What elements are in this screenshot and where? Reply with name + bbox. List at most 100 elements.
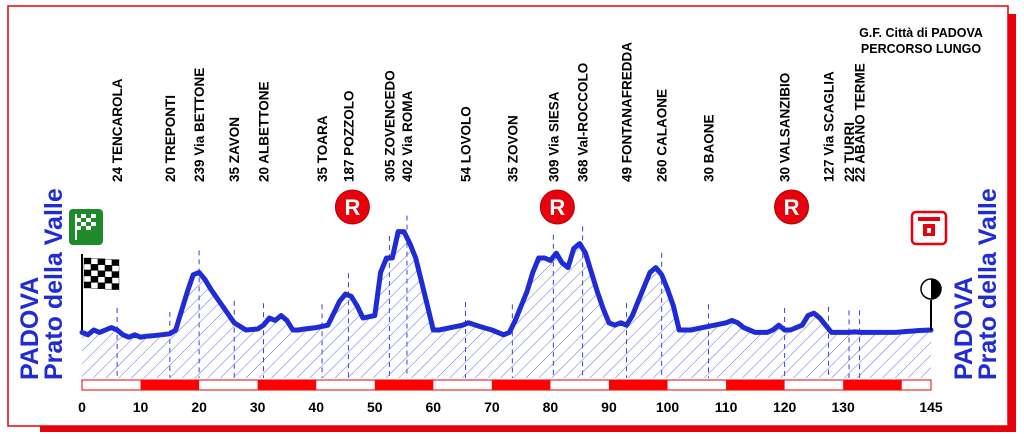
location-label-text: 35 TOARA xyxy=(315,115,330,182)
checker-square xyxy=(111,271,120,278)
checker-square xyxy=(104,271,113,278)
location-label: 187 POZZOLO xyxy=(341,90,356,182)
location-label: 127 Via SCAGLIA xyxy=(822,71,837,182)
location-label-text: 22 ABANO TERME xyxy=(853,63,868,182)
checker-square xyxy=(83,275,92,283)
location-label-text: 54 LOVOLO xyxy=(459,106,474,182)
refreshment-circle xyxy=(334,189,370,225)
checker-square xyxy=(83,263,92,271)
checker-square xyxy=(104,265,113,272)
location-label: 35 ZAVON xyxy=(227,117,242,182)
left-location-label: PADOVA xyxy=(16,277,44,380)
x-tick-label: 40 xyxy=(308,399,324,415)
checker-square xyxy=(104,277,113,284)
location-label: 20 TREPONTI xyxy=(163,95,178,182)
right-label-city: PADOVA xyxy=(950,277,978,380)
elevation-area xyxy=(82,231,931,378)
location-label-text: 402 Via ROMA xyxy=(400,90,415,182)
checker-square xyxy=(90,282,99,289)
elevation-line xyxy=(79,229,934,340)
right-location-label: PADOVA xyxy=(950,277,978,380)
x-tick-label: 80 xyxy=(543,399,559,415)
checker-square xyxy=(111,283,120,290)
x-tick-label: 30 xyxy=(250,399,266,415)
location-label: 24 TENCAROLA xyxy=(110,78,125,182)
start-sign-icon xyxy=(69,209,103,245)
x-tick-label: 90 xyxy=(601,399,617,415)
location-label: 305 ZOVENCEDO xyxy=(382,70,397,182)
location-label-text: 127 Via SCAGLIA xyxy=(822,71,837,182)
checker-square xyxy=(83,281,92,289)
x-tick-label: 20 xyxy=(191,399,207,415)
x-tick-label: 70 xyxy=(484,399,500,415)
checker-square xyxy=(97,258,106,265)
location-label: 30 VALSANZIBIO xyxy=(778,73,793,182)
location-label-text: 35 ZOVON xyxy=(505,115,520,182)
left-label-city: PADOVA xyxy=(16,277,44,380)
location-label: 22 ABANO TERME xyxy=(853,63,868,182)
location-label-text: 30 VALSANZIBIO xyxy=(778,73,793,182)
checker-square xyxy=(111,259,120,266)
left-label-place: Prato della Valle xyxy=(40,188,68,380)
scale-bar-segment xyxy=(374,380,434,390)
scale-bar-segment xyxy=(726,380,785,390)
location-label: 239 Via BETTONE xyxy=(192,68,207,182)
left-location-label-2: Prato della Valle xyxy=(40,188,68,380)
scale-bar-segment xyxy=(491,380,551,390)
location-label: 35 TOARA xyxy=(315,115,330,182)
scale-bar-segment xyxy=(608,380,668,390)
location-label: 309 Via SIESA xyxy=(546,91,561,182)
x-tick-label: 50 xyxy=(367,399,383,415)
location-label-text: 22 TURRI xyxy=(842,122,857,182)
x-tick-label: 0 xyxy=(78,399,86,415)
refreshment-letter: R xyxy=(549,195,565,220)
checker-square xyxy=(90,276,99,283)
refreshment-letter: R xyxy=(344,195,360,220)
right-label-place: Prato della Valle xyxy=(974,188,1002,380)
location-label-text: 49 FONTANAFREDDA xyxy=(620,42,635,182)
x-tick-label: 100 xyxy=(656,399,680,415)
checker-square xyxy=(111,265,120,272)
header-line2: PERCORSO LUNGO xyxy=(861,42,981,56)
scale-bar-segment xyxy=(843,380,902,390)
location-label-text: 305 ZOVENCEDO xyxy=(382,70,397,182)
location-label: 22 TURRI xyxy=(842,122,857,182)
location-label: 368 Val-ROCCOLO xyxy=(576,63,591,182)
finish-flag-icon xyxy=(920,278,942,330)
x-tick-label: 110 xyxy=(715,399,738,415)
checker-square xyxy=(97,264,106,271)
location-label: 20 ALBETTONE xyxy=(257,81,272,182)
checker-square xyxy=(90,264,99,271)
refreshment-r-icon: R xyxy=(774,189,810,225)
x-axis-ticks: 0 10 20 30 40 50 60 70 80 90 100 110 120 130 145 xyxy=(78,399,943,415)
x-tick-label: 130 xyxy=(831,399,855,415)
scale-bar-segment xyxy=(140,380,200,390)
refreshment-r-icon: R xyxy=(334,189,370,225)
location-label-text: 35 ZAVON xyxy=(227,117,242,182)
refreshment-circle xyxy=(539,189,575,225)
right-location-label-2: Prato della Valle xyxy=(974,188,1002,380)
checker-square xyxy=(90,270,99,277)
x-tick-label: 10 xyxy=(133,399,149,415)
location-label: 402 Via ROMA xyxy=(400,90,415,182)
distance-scale-bar xyxy=(81,379,932,391)
location-label: 54 LOVOLO xyxy=(459,106,474,182)
start-flag-icon xyxy=(81,254,120,330)
location-label-text: 239 Via BETTONE xyxy=(192,68,207,182)
location-label-text: 368 Val-ROCCOLO xyxy=(576,63,591,182)
location-label-text: 20 TREPONTI xyxy=(163,95,178,182)
checker-square xyxy=(104,283,113,290)
x-tick-label: 60 xyxy=(426,399,442,415)
location-label-text: 187 POZZOLO xyxy=(341,90,356,182)
location-label-text: 24 TENCAROLA xyxy=(110,78,125,182)
location-labels: 24 TENCAROLA 20 TREPONTI 239 Via BETTONE 35… xyxy=(110,42,867,182)
finish-sign-icon xyxy=(910,210,948,246)
refreshment-letter: R xyxy=(784,195,800,220)
location-label-text: 260 CALAONE xyxy=(655,89,670,182)
header-line1: G.F. Città di PADOVA xyxy=(859,26,983,40)
refreshment-r-icon: R xyxy=(539,189,575,225)
checker-square xyxy=(97,282,106,289)
refreshment-circle xyxy=(774,189,810,225)
